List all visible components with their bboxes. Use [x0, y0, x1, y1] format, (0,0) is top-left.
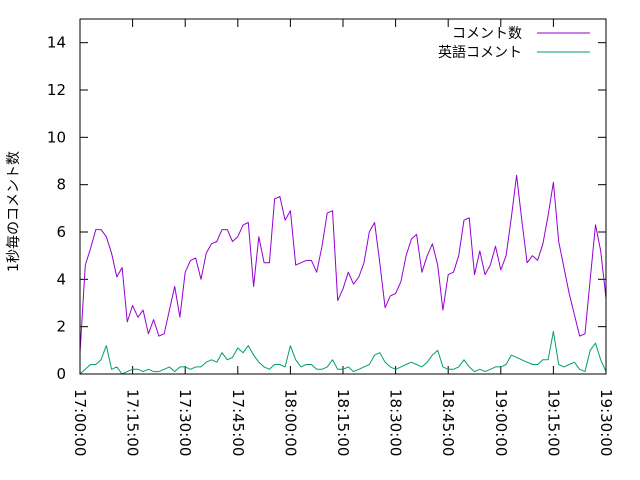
y-tick-label: 10 [47, 128, 66, 146]
x-tick-labels: 17:00:00 17:15:00 17:30:00 17:45:00 18:00:00… [71, 389, 615, 456]
x-tick-label: 19:30:00 [597, 389, 615, 456]
x-tick-label: 17:15:00 [124, 389, 142, 456]
x-tick-label: 17:00:00 [71, 389, 89, 456]
y-tick-label: 2 [56, 318, 66, 336]
series-lines [79, 174, 607, 375]
legend-label-1: コメント数 [452, 26, 522, 42]
y-tick-labels: 0 2 4 6 8 10 12 14 [47, 34, 66, 383]
x-tick-label: 17:45:00 [229, 389, 247, 456]
plot-frame [79, 18, 607, 375]
x-tick-label: 19:15:00 [544, 389, 562, 456]
x-tick-label: 18:45:00 [439, 389, 457, 456]
series-line-1 [79, 174, 607, 353]
x-tick-label: 17:30:00 [176, 389, 194, 456]
y-tick-label: 8 [56, 176, 66, 194]
x-tick-label: 18:30:00 [387, 389, 405, 456]
series-line-2 [79, 330, 607, 375]
x-tick-label: 19:00:00 [492, 389, 510, 456]
y-tick-label: 14 [47, 34, 66, 52]
y-tick-label: 6 [56, 223, 66, 241]
x-tick-label: 18:15:00 [334, 389, 352, 456]
y-axis-title: 1秒毎のコメント数 [6, 151, 22, 272]
y-tick-label: 12 [47, 81, 66, 99]
legend-label-2: 英語コメント [438, 44, 522, 61]
y-tick-label: 4 [56, 270, 66, 288]
y-tick-label: 0 [56, 365, 66, 383]
x-tick-label: 18:00:00 [281, 389, 299, 456]
